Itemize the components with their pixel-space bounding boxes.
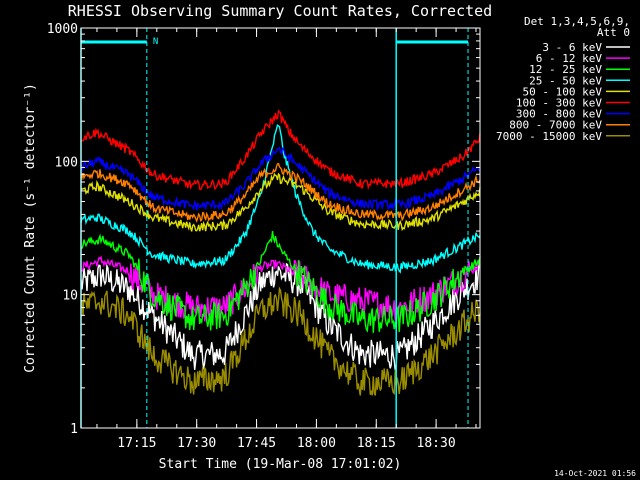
legend-entry-4: 25 - 50 keV bbox=[529, 74, 602, 87]
y-tick-label-1000: 1000 bbox=[47, 22, 78, 37]
series-line-3 bbox=[80, 231, 481, 333]
chart-title: RHESSI Observing Summary Count Rates, Co… bbox=[68, 2, 492, 20]
plot-area: N bbox=[80, 27, 481, 429]
legend-entry-8: 800 - 7000 keV bbox=[509, 119, 602, 132]
plot-frame bbox=[80, 27, 481, 429]
series-line-7 bbox=[80, 146, 481, 212]
legend-entry-9: 7000 - 15000 keV bbox=[496, 130, 602, 143]
y-tick-label-10: 10 bbox=[62, 289, 78, 304]
legend-entry-5: 50 - 100 keV bbox=[523, 85, 603, 98]
x-tick-label-1: 17:15 bbox=[117, 436, 156, 451]
y-axis-ticks: 1 10 100 1000 bbox=[47, 22, 480, 437]
legend-entry-6: 100 - 300 keV bbox=[516, 97, 602, 110]
x-tick-label-2: 17:30 bbox=[177, 436, 216, 451]
y-tick-label-1: 1 bbox=[70, 422, 78, 437]
legend-entry-1: 3 - 6 keV bbox=[542, 41, 602, 54]
series-line-5 bbox=[80, 172, 481, 232]
generation-timestamp: 14-Oct-2021 01:56 bbox=[554, 469, 636, 478]
legend-entry-3: 12 - 25 keV bbox=[529, 63, 602, 76]
y-tick-label-100: 100 bbox=[55, 155, 78, 170]
x-tick-label-3: 17:45 bbox=[237, 436, 276, 451]
series-line-4 bbox=[80, 123, 481, 274]
legend-entry-2: 6 - 12 keV bbox=[536, 52, 603, 65]
series-line-2 bbox=[80, 255, 481, 322]
x-tick-label-6: 18:30 bbox=[417, 436, 456, 451]
series-line-8 bbox=[80, 162, 481, 223]
x-axis-label: Start Time (19-Mar-08 17:01:02) bbox=[159, 457, 402, 472]
legend-entry-7: 300 - 800 keV bbox=[516, 108, 602, 121]
legend-header-detectors: Det 1,3,4,5,6,9, bbox=[524, 15, 630, 28]
night-flag-label: N bbox=[153, 37, 158, 47]
x-axis-ticks: 17:15 17:30 17:45 18:00 18:15 18:30 bbox=[96, 28, 477, 451]
series-line-9 bbox=[80, 286, 481, 396]
series-line-1 bbox=[80, 262, 481, 371]
x-tick-label-5: 18:15 bbox=[357, 436, 396, 451]
y-axis-label: Corrected Count Rate (s⁻¹ detector⁻¹) bbox=[23, 83, 38, 373]
x-tick-label-4: 18:00 bbox=[297, 436, 336, 451]
legend-header-attenuator: Att 0 bbox=[597, 26, 630, 39]
series-line-6 bbox=[80, 109, 481, 191]
